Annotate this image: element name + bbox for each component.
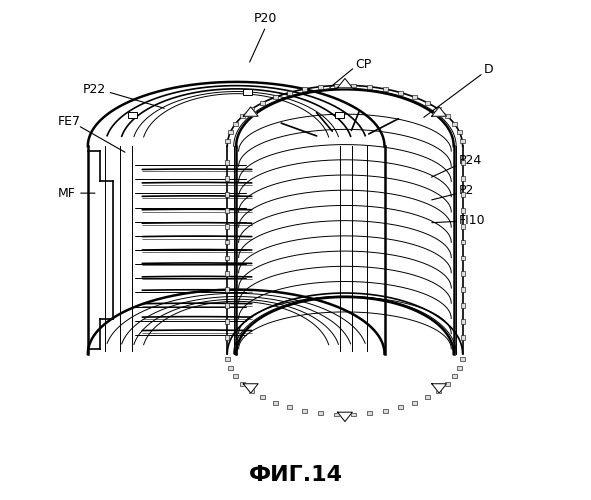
Bar [225, 240, 229, 244]
Bar [225, 272, 229, 276]
Bar [233, 122, 238, 126]
Bar [318, 84, 323, 88]
Text: ФИГ.14: ФИГ.14 [248, 465, 343, 485]
Text: P22: P22 [83, 83, 106, 96]
Bar [460, 224, 465, 228]
Bar [413, 96, 417, 99]
Text: D: D [483, 63, 493, 76]
Bar [334, 412, 339, 416]
Bar [225, 304, 229, 308]
Bar [225, 288, 229, 292]
Bar [398, 406, 403, 409]
Bar [225, 208, 229, 212]
Bar [225, 176, 229, 180]
Bar [460, 357, 465, 361]
Text: MF: MF [58, 186, 76, 200]
Text: P24: P24 [459, 154, 482, 168]
Bar [460, 160, 465, 164]
Bar [457, 366, 462, 370]
Bar [460, 272, 465, 276]
Bar [225, 336, 229, 340]
Bar [249, 108, 254, 111]
Bar [367, 412, 372, 416]
Bar [457, 130, 462, 134]
Bar [228, 366, 233, 370]
Bar [452, 374, 457, 378]
Bar [335, 112, 344, 118]
Bar [302, 87, 307, 91]
Bar [425, 101, 430, 105]
Text: FE7: FE7 [58, 115, 81, 128]
Bar [445, 382, 450, 386]
Bar [460, 320, 465, 324]
Bar [367, 84, 372, 88]
Polygon shape [432, 107, 447, 117]
Bar [383, 409, 388, 413]
Bar [460, 208, 465, 212]
Bar [225, 357, 230, 361]
Bar [318, 412, 323, 416]
Bar [260, 101, 265, 105]
Polygon shape [337, 412, 352, 422]
Bar [334, 84, 339, 87]
Bar [460, 256, 465, 260]
Bar [460, 288, 465, 292]
Polygon shape [243, 384, 258, 393]
Bar [225, 160, 229, 164]
Bar [383, 87, 388, 91]
Bar [413, 401, 417, 404]
Bar [225, 224, 229, 228]
Polygon shape [432, 384, 447, 393]
Bar [225, 256, 229, 260]
Bar [460, 240, 465, 244]
Bar [452, 122, 457, 126]
Bar [228, 130, 233, 134]
Bar [351, 412, 356, 416]
Bar [225, 320, 229, 324]
Polygon shape [243, 107, 258, 117]
Bar [128, 112, 137, 118]
Bar [460, 139, 465, 143]
Bar [233, 374, 238, 378]
Text: CP: CP [355, 58, 371, 71]
Text: P20: P20 [254, 12, 278, 25]
Bar [225, 139, 230, 143]
Bar [351, 84, 356, 87]
Bar [240, 382, 245, 386]
Bar [460, 304, 465, 308]
Text: FI10: FI10 [459, 214, 485, 227]
Bar [287, 406, 291, 409]
Bar [240, 114, 245, 118]
Bar [436, 389, 441, 392]
Bar [225, 192, 229, 196]
Polygon shape [337, 78, 352, 88]
Bar [243, 89, 252, 94]
Text: P2: P2 [459, 184, 474, 197]
Bar [287, 90, 291, 94]
Bar [460, 336, 465, 340]
Bar [460, 192, 465, 196]
Bar [445, 114, 450, 118]
Bar [398, 90, 403, 94]
Bar [460, 176, 465, 180]
Bar [436, 108, 441, 111]
Bar [302, 409, 307, 413]
Bar [260, 395, 265, 399]
Bar [272, 401, 278, 404]
Bar [249, 389, 254, 392]
Bar [272, 96, 278, 99]
Bar [425, 395, 430, 399]
